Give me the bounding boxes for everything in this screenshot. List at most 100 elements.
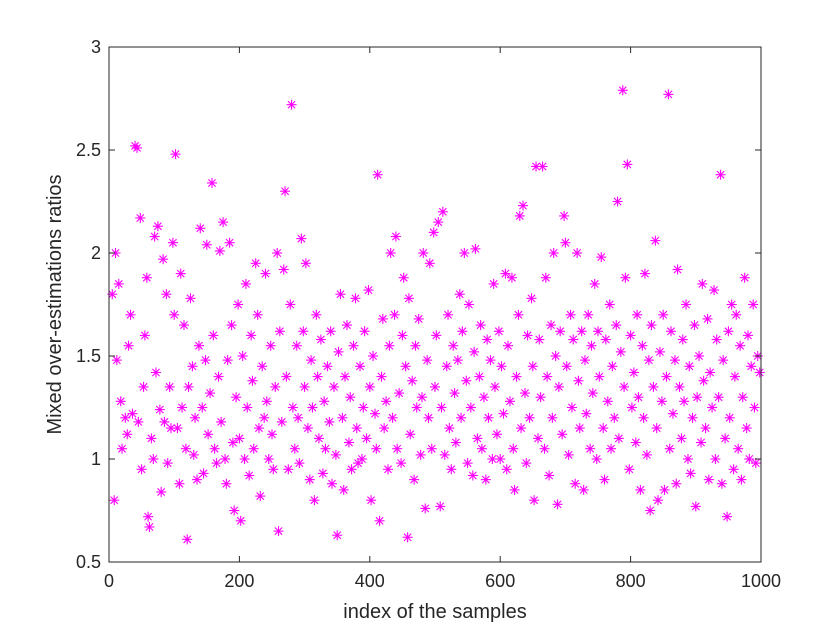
data-point (509, 484, 520, 495)
data-point (449, 388, 460, 399)
data-point (641, 449, 652, 460)
data-point (209, 443, 220, 454)
data-point (454, 289, 465, 300)
data-point (400, 361, 411, 372)
data-point (268, 464, 279, 475)
data-point (396, 458, 407, 469)
data-point (622, 159, 633, 170)
data-point (521, 458, 532, 469)
data-point (345, 392, 356, 403)
data-point (476, 443, 487, 454)
data-point (143, 511, 154, 522)
data-point (430, 381, 440, 392)
data-point (123, 340, 134, 351)
data-point (703, 474, 714, 485)
data-point (463, 299, 474, 310)
data-point (518, 200, 529, 211)
data-point (635, 484, 646, 495)
data-point (461, 375, 472, 386)
data-point (674, 381, 685, 392)
data-point (452, 355, 463, 366)
data-point (152, 221, 163, 232)
data-point (446, 464, 457, 475)
data-point (379, 423, 390, 434)
data-point (437, 206, 448, 217)
x-tick-label: 400 (355, 571, 385, 591)
data-point (213, 371, 224, 382)
x-tick-label: 1000 (741, 571, 781, 591)
data-point (273, 526, 284, 537)
data-point (159, 416, 170, 427)
data-point (557, 429, 568, 440)
data-point (648, 381, 659, 392)
data-point (681, 299, 692, 310)
data-point (304, 474, 315, 485)
data-point (340, 371, 351, 382)
data-point (139, 330, 150, 341)
data-point (716, 478, 727, 489)
data-point (669, 355, 680, 366)
data-point (265, 340, 276, 351)
data-point (183, 381, 194, 392)
data-point (639, 268, 650, 279)
data-point (700, 423, 711, 434)
data-point (574, 423, 585, 434)
data-point (385, 248, 396, 258)
data-point (107, 289, 118, 300)
data-point (403, 293, 414, 304)
data-point (405, 429, 416, 440)
data-point (583, 309, 594, 320)
data-point (374, 515, 385, 526)
data-point (195, 223, 206, 234)
data-point (387, 412, 398, 423)
data-point (368, 351, 379, 361)
data-point (619, 381, 630, 392)
data-point (500, 268, 511, 279)
data-point (572, 248, 583, 258)
plot-area (109, 47, 761, 562)
data-point (175, 268, 186, 279)
data-point (174, 478, 185, 489)
data-point (376, 371, 387, 382)
data-point (682, 454, 693, 464)
data-point (606, 443, 617, 454)
data-point (120, 412, 131, 423)
x-tick-label: 0 (104, 571, 114, 591)
x-tick-label: 200 (224, 571, 254, 591)
data-point (281, 371, 292, 382)
data-point (146, 433, 157, 444)
data-point (441, 361, 452, 372)
data-point (735, 340, 746, 351)
data-point (561, 361, 572, 372)
data-point (672, 264, 683, 275)
data-point (125, 309, 136, 320)
data-point (529, 495, 540, 506)
x-tick-label: 600 (485, 571, 515, 591)
data-point (501, 464, 512, 475)
data-point (548, 248, 559, 258)
data-point (508, 443, 519, 454)
data-point (276, 416, 287, 427)
data-point (267, 429, 277, 440)
data-point (291, 340, 302, 351)
data-point (611, 320, 622, 331)
data-point (136, 464, 147, 475)
data-point (489, 381, 500, 392)
data-point (332, 530, 343, 541)
data-point (624, 464, 635, 475)
data-point (312, 371, 323, 382)
data-point (214, 245, 225, 256)
data-point (226, 320, 237, 331)
data-point (654, 346, 665, 357)
data-point (283, 464, 294, 475)
data-point (573, 375, 584, 386)
data-point (637, 340, 648, 351)
data-point (111, 355, 122, 366)
data-point (383, 464, 394, 475)
data-point (326, 478, 337, 489)
data-point (411, 402, 422, 413)
data-point (127, 408, 138, 419)
data-point (420, 503, 431, 514)
data-point (296, 233, 307, 244)
data-point (278, 264, 289, 275)
